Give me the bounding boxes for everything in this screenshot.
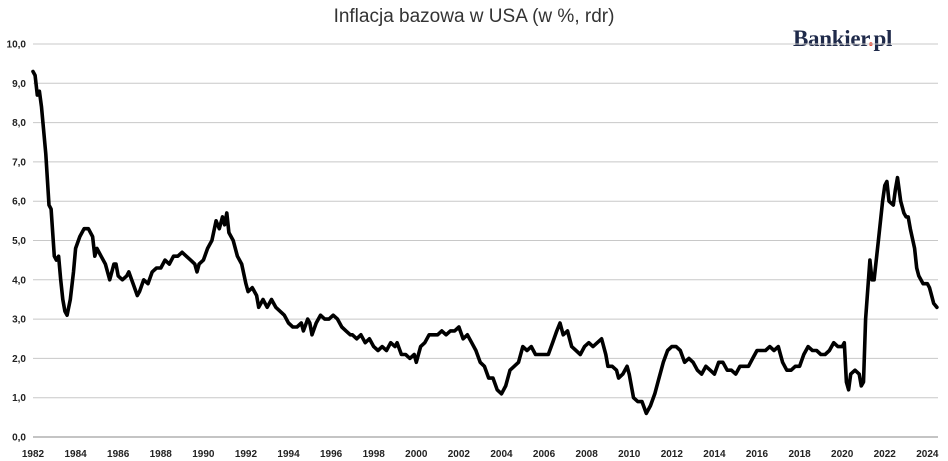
x-tick-label: 2010 [618, 449, 641, 460]
grid-lines [33, 43, 938, 399]
series [31, 69, 939, 416]
y-tick-label: 10,0 [7, 40, 27, 51]
logo-text: Bankier [793, 26, 869, 51]
x-tick-label: 1984 [64, 449, 87, 460]
x-tick-label: 2024 [916, 449, 939, 460]
x-tick-label: 2022 [874, 449, 897, 460]
y-tick-label: 0,0 [12, 433, 26, 444]
series-line-core-inflation [31, 69, 939, 416]
y-tick-label: 5,0 [12, 236, 26, 247]
x-tick-label: 1990 [192, 449, 215, 460]
y-tick-label: 7,0 [12, 157, 26, 168]
bankier-logo: Bankier.pl [793, 26, 892, 52]
x-tick-label: 1988 [150, 449, 173, 460]
y-tick-label: 9,0 [12, 79, 26, 90]
y-tick-labels: 0,0 1,0 2,0 3,0 4,0 5,0 6,0 7,0 8,0 9,0 10,0 [7, 40, 27, 444]
logo-tld: pl [873, 26, 893, 51]
x-tick-label: 2012 [661, 449, 684, 460]
x-tick-labels: 1982 1984 1986 1988 1990 1992 1994 1996 1998 2000… [22, 449, 939, 460]
x-tick-label: 2020 [831, 449, 854, 460]
x-tick-label: 2014 [703, 449, 726, 460]
x-tick-label: 1996 [320, 449, 343, 460]
x-tick-label: 2006 [533, 449, 556, 460]
x-tick-label: 1994 [277, 449, 300, 460]
y-tick-label: 1,0 [12, 393, 26, 404]
chart-title: Inflacja bazowa w USA (w %, rdr) [333, 6, 615, 27]
y-tick-label: 3,0 [12, 315, 26, 326]
x-tick-label: 1998 [363, 449, 386, 460]
y-tick-label: 4,0 [12, 275, 26, 286]
x-tick-label: 2016 [746, 449, 769, 460]
x-tick-label: 2018 [788, 449, 811, 460]
x-tick-label: 1982 [22, 449, 45, 460]
x-tick-label: 2000 [405, 449, 428, 460]
y-tick-label: 2,0 [12, 354, 26, 365]
x-tick-label: 2002 [448, 449, 471, 460]
y-tick-label: 8,0 [12, 118, 26, 129]
logo-dot: . [868, 26, 874, 51]
x-tick-label: 2008 [576, 449, 599, 460]
x-tick-label: 2004 [490, 449, 513, 460]
y-tick-label: 6,0 [12, 197, 26, 208]
x-tick-label: 1986 [107, 449, 130, 460]
x-tick-label: 1992 [235, 449, 258, 460]
